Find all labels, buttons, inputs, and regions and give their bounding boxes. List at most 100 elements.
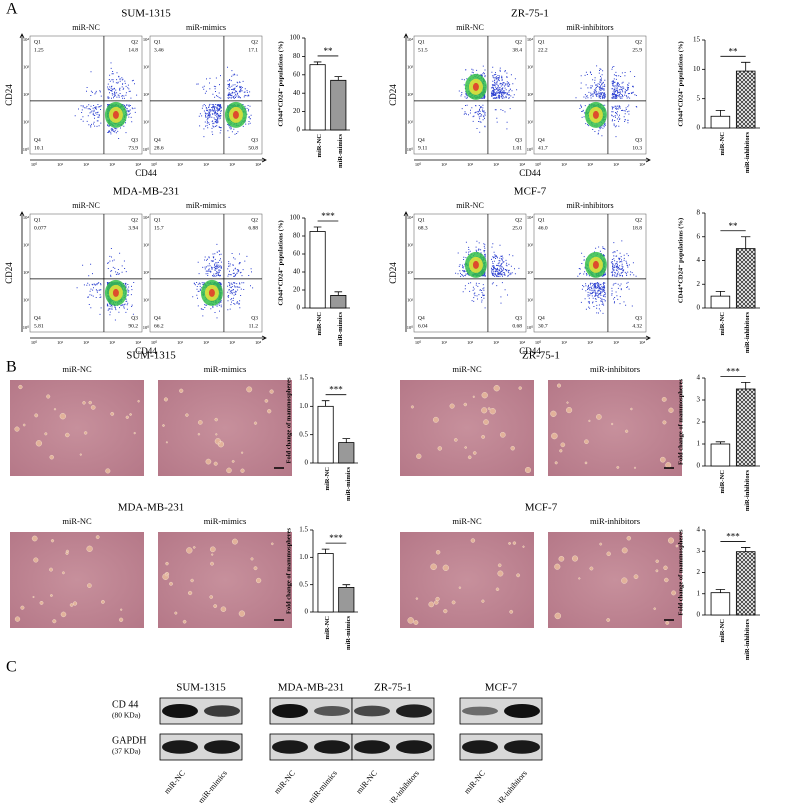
y-tick-label: 2 — [697, 418, 701, 426]
y-tick-label: 6 — [697, 232, 701, 240]
bar — [710, 115, 731, 129]
flow-y-arrow — [403, 211, 409, 332]
y-tick-label: 60 — [293, 250, 301, 258]
bar — [338, 442, 355, 464]
significance: ** — [323, 46, 333, 56]
x-tick-label: miR-inhibitors — [744, 312, 751, 354]
quadrant-value: 15.7 — [154, 225, 164, 231]
flow-density — [592, 110, 599, 119]
sphere-image — [548, 380, 682, 476]
sphere-title: ZR-75-1 — [522, 350, 560, 362]
error-bar — [321, 400, 330, 407]
flow-y-label: CD24 — [4, 84, 14, 106]
flow-x-tick: 10³ — [613, 340, 620, 345]
x-tick-label: miR-NC — [324, 467, 331, 491]
flow-frame — [533, 35, 647, 155]
quadrant-value: 0.077 — [34, 225, 47, 231]
flow-x-tick: 10⁴ — [135, 162, 142, 167]
quadrant-value: 3.46 — [154, 47, 164, 53]
flow-x-tick: 10³ — [229, 162, 236, 167]
flow-plot-label: miR-NC — [456, 201, 484, 210]
blot-band — [272, 740, 308, 754]
flow-x-arrow — [414, 157, 651, 163]
sphere-image — [158, 532, 292, 628]
quadrant-value: 11.2 — [249, 323, 259, 329]
lane-label: miR-NC — [462, 769, 487, 796]
y-axis-label: Fold change of mammospheres — [285, 528, 292, 614]
sphere-label: miR-inhibitors — [590, 516, 640, 526]
flow-x-tick: 10² — [203, 340, 210, 345]
quadrant-name: Q2 — [251, 217, 258, 223]
x-tick-label: miR-NC — [719, 132, 726, 156]
bar — [330, 294, 347, 309]
y-tick-label: 0.5 — [299, 580, 308, 588]
x-tick-label: miR-inhibitors — [744, 619, 751, 661]
flow-y-tick: 10³ — [23, 243, 30, 248]
bar — [735, 388, 756, 467]
y-tick-label: 0 — [305, 459, 309, 467]
significance: ** — [729, 221, 739, 231]
flow-y-tick: 10⁰ — [527, 325, 534, 330]
flow-x-tick: 10² — [203, 162, 210, 167]
sphere-label: miR-NC — [62, 516, 92, 526]
flow-y-tick: 10³ — [527, 243, 534, 248]
flow-x-tick: 10¹ — [57, 340, 64, 345]
y-tick-label: 20 — [293, 286, 301, 294]
blot-protein: GAPDH — [112, 735, 146, 746]
y-tick-label: 4 — [697, 256, 701, 264]
flow-x-tick: 10⁰ — [535, 162, 542, 167]
significance: ** — [729, 46, 739, 56]
flow-x-tick: 10² — [467, 162, 474, 167]
error-bar — [741, 61, 751, 72]
y-tick-label: 0 — [697, 611, 701, 619]
quadrant-name: Q1 — [34, 217, 41, 223]
flow-title: SUM-1315 — [121, 8, 171, 20]
flow-frame — [29, 35, 143, 155]
bar — [710, 295, 731, 309]
blot-title: SUM-1315 — [176, 682, 226, 694]
sphere — [162, 386, 274, 474]
flow-density — [112, 110, 119, 119]
quadrant-name: Q3 — [635, 315, 642, 321]
flow-frame — [149, 213, 263, 333]
flow-y-tick: 10¹ — [407, 120, 414, 125]
flow-x-tick: 10² — [587, 340, 594, 345]
quadrant-value: 30.7 — [538, 323, 548, 329]
blot-band — [354, 740, 390, 754]
flow-x-tick: 10⁰ — [31, 340, 38, 345]
y-tick-label: 3 — [697, 547, 701, 555]
error-bar — [741, 547, 751, 552]
flow-y-tick: 10⁴ — [143, 215, 150, 220]
quadrant-name: Q1 — [418, 39, 425, 45]
significance: *** — [726, 366, 740, 376]
flow-y-tick: 10⁴ — [407, 215, 414, 220]
flow-y-tick: 10³ — [143, 243, 150, 248]
panel-label: C — [6, 659, 17, 676]
flow-density — [472, 82, 479, 91]
quadrant-value: 9.11 — [418, 145, 428, 151]
quadrant-name: Q3 — [515, 137, 522, 143]
panel-label: A — [6, 1, 18, 18]
quadrant-name: Q1 — [34, 39, 41, 45]
bar — [338, 587, 355, 613]
y-tick-label: 100 — [290, 214, 301, 222]
quadrant-value: 25.9 — [632, 47, 642, 53]
flow-x-tick: 10¹ — [561, 340, 568, 345]
quadrant-name: Q3 — [515, 315, 522, 321]
flow-y-label: CD24 — [388, 262, 398, 284]
blot-band — [504, 704, 540, 718]
y-tick-label: 2 — [697, 280, 701, 288]
flow-plot-label: miR-NC — [72, 23, 100, 32]
sphere-image — [10, 380, 144, 476]
flow-y-tick: 10² — [143, 270, 150, 275]
blot-weight: (80 KDa) — [112, 711, 141, 720]
bar — [330, 79, 347, 131]
sphere-title: MCF-7 — [525, 502, 558, 514]
flow-y-label: CD24 — [388, 84, 398, 106]
sphere — [162, 538, 274, 624]
y-tick-label: 0 — [305, 608, 309, 616]
flow-x-tick: 10⁴ — [255, 340, 262, 345]
flow-x-tick: 10¹ — [561, 162, 568, 167]
y-axis-label: Fold change of mammospheres — [677, 379, 684, 465]
quadrant-value: 66.2 — [154, 323, 164, 329]
